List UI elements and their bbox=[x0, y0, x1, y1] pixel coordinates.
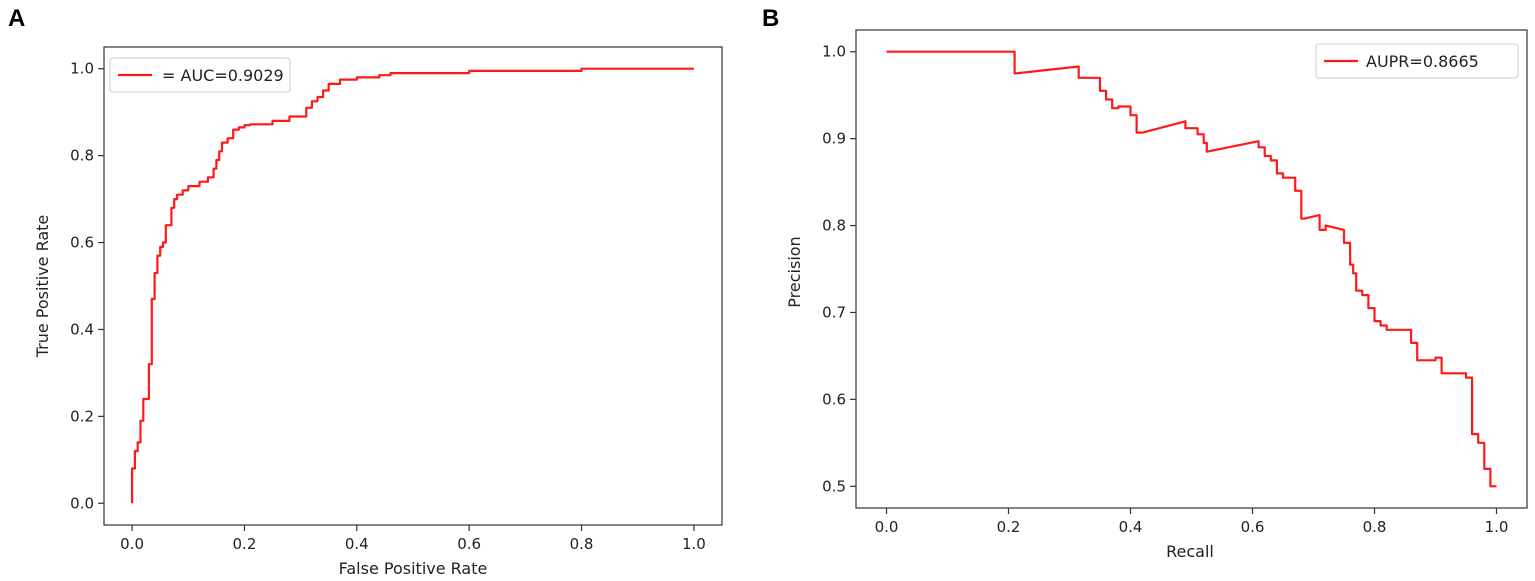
x-ticks: 0.0 0.2 0.4 0.6 0.8 1.0 bbox=[120, 525, 706, 553]
plot-frame bbox=[855, 29, 1528, 509]
y-tick-label: 0.5 bbox=[822, 477, 846, 495]
x-tick-label: 0.2 bbox=[997, 518, 1021, 536]
y-tick-label: 0.8 bbox=[70, 147, 94, 165]
y-tick-label: 1.0 bbox=[822, 43, 846, 61]
y-tick-label: 0.0 bbox=[70, 494, 94, 512]
x-tick-label: 0.0 bbox=[120, 535, 144, 553]
pr-curve bbox=[886, 50, 1497, 488]
y-tick-label: 0.2 bbox=[70, 407, 94, 425]
roc-chart: A 0.0 0.2 0.4 0.6 0.8 1.0 0.00.20.40.60.81.0 … bbox=[8, 5, 723, 578]
x-tick-label: 0.0 bbox=[875, 518, 899, 536]
y-axis-label: Precision bbox=[785, 236, 804, 307]
x-tick-label: 0.8 bbox=[570, 535, 594, 553]
x-tick-label: 0.4 bbox=[345, 535, 369, 553]
y-tick-label: 1.0 bbox=[70, 60, 94, 78]
x-tick-label: 0.2 bbox=[233, 535, 257, 553]
x-tick-label: 1.0 bbox=[1485, 518, 1509, 536]
y-axis-label: True Positive Rate bbox=[33, 215, 52, 359]
y-tick-label: 0.9 bbox=[822, 130, 846, 148]
y-tick-label: 0.6 bbox=[822, 390, 846, 408]
x-tick-label: 0.4 bbox=[1119, 518, 1143, 536]
panel-label-b: B bbox=[762, 5, 779, 32]
legend-frame bbox=[1315, 43, 1519, 79]
x-tick-label: 0.6 bbox=[457, 535, 481, 553]
panel-label-a: A bbox=[8, 5, 25, 32]
x-axis-label: False Positive Rate bbox=[339, 559, 488, 578]
pr-chart: B 0.0 0.2 0.4 0.6 0.8 1.0 0.50.60.70.80.91.0 … bbox=[762, 5, 1528, 561]
x-tick-label: 0.6 bbox=[1241, 518, 1265, 536]
legend-frame bbox=[109, 57, 291, 93]
roc-curve bbox=[131, 67, 694, 504]
y-tick-label: 0.6 bbox=[70, 234, 94, 252]
y-tick-label: 0.8 bbox=[822, 217, 846, 235]
y-ticks: 0.0 0.2 0.4 0.6 0.8 1.0 bbox=[70, 60, 104, 512]
legend: AUPR=0.8665 bbox=[1315, 43, 1519, 79]
x-ticks: 0.0 0.2 0.4 0.6 0.8 1.0 bbox=[875, 508, 1509, 536]
x-tick-label: 0.8 bbox=[1363, 518, 1387, 536]
plot-frame bbox=[103, 46, 723, 526]
legend: = AUC=0.9029 bbox=[109, 57, 291, 93]
legend-label: = AUC=0.9029 bbox=[162, 66, 284, 85]
y-tick-label: 0.7 bbox=[822, 303, 846, 321]
y-ticks: 0.5 0.6 0.7 0.8 0.9 1.0 bbox=[822, 43, 856, 495]
x-tick-label: 1.0 bbox=[682, 535, 706, 553]
x-axis-label: Recall bbox=[1166, 542, 1214, 561]
legend-label: AUPR=0.8665 bbox=[1366, 52, 1479, 71]
y-tick-label: 0.4 bbox=[70, 320, 94, 338]
